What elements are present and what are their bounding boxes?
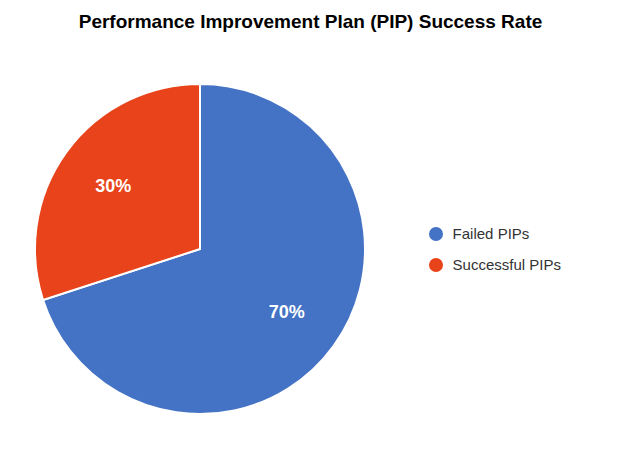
html-text:Performance Improvement Plan (: Performance Improvement Plan (PIP) Succe…	[78, 11, 543, 32]
svg-text:70%: 70%	[269, 302, 305, 322]
html-text:Failed PIPs: Failed PIPs	[452, 225, 530, 242]
html-text:Successful PIPs: Successful PIPs	[452, 256, 561, 273]
svg-text:30%: 30%	[95, 176, 131, 196]
